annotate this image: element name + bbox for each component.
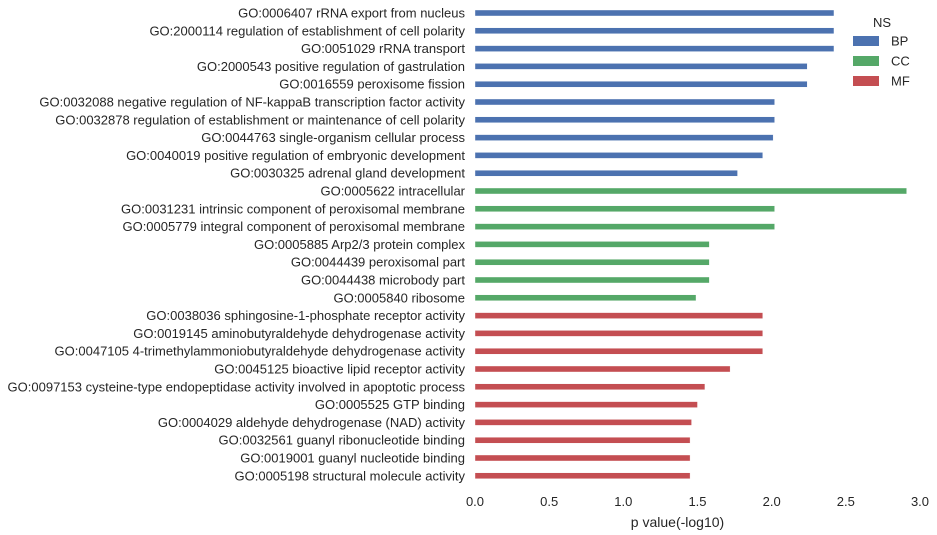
category-label: GO:0005198 structural molecule activity (235, 468, 466, 483)
legend-swatch-cc (853, 56, 879, 66)
category-label: GO:0030325 adrenal gland development (230, 166, 465, 181)
x-tick-label: 0.5 (540, 494, 558, 509)
bars-layer (474, 9, 907, 479)
bar-cc (474, 259, 710, 266)
category-label: GO:0044439 peroxisomal part (291, 255, 466, 270)
bar-bp (474, 98, 775, 106)
bar-mf (474, 419, 692, 426)
x-tick-label: 1.0 (614, 494, 632, 509)
category-label: GO:0051029 rRNA transport (301, 41, 465, 56)
category-label: GO:0045125 bioactive lipid receptor acti… (214, 362, 465, 377)
x-tick-label: 0.0 (466, 494, 484, 509)
bar-bp (474, 63, 808, 70)
legend-title: NS (873, 15, 891, 30)
legend: NS BP CC MF (853, 15, 910, 89)
category-label: GO:0005525 GTP binding (315, 397, 465, 412)
bar-bp (474, 80, 808, 88)
category-label: GO:0032878 regulation of establishment o… (55, 112, 465, 127)
legend-swatch-mf (853, 76, 879, 86)
bar-cc (474, 241, 710, 248)
category-label: GO:0031231 intrinsic component of peroxi… (121, 201, 465, 216)
legend-label-mf: MF (891, 74, 910, 89)
bar-bp (474, 45, 835, 52)
x-tick-label: 3.0 (911, 494, 929, 509)
category-label: GO:0005885 Arp2/3 protein complex (254, 237, 466, 252)
category-label: GO:0005840 ribosome (333, 290, 465, 305)
bar-mf (474, 348, 763, 355)
category-label: GO:0044438 microbody part (301, 273, 465, 288)
category-label: GO:0097153 cysteine-type endopeptidase a… (8, 379, 466, 394)
bar-bp (474, 169, 738, 177)
bar-cc (474, 276, 710, 284)
bar-mf (474, 312, 763, 319)
bar-bp (474, 116, 775, 124)
category-label: GO:0016559 peroxisome fission (279, 77, 465, 92)
category-label: GO:0040019 positive regulation of embryo… (126, 148, 465, 163)
category-label: GO:0019145 aminobutyraldehyde dehydrogen… (133, 326, 465, 341)
bar-bp (474, 9, 835, 17)
bar-mf (474, 437, 691, 444)
category-label: GO:0005622 intracellular (320, 184, 465, 199)
category-label: GO:0032088 negative regulation of NF-kap… (39, 95, 465, 110)
bar-cc (474, 294, 697, 301)
bar-bp (474, 27, 835, 34)
x-tick-label: 1.5 (688, 494, 706, 509)
category-label: GO:0006407 rRNA export from nucleus (238, 6, 465, 21)
category-label: GO:0047105 4-trimethylammoniobutyraldehy… (55, 344, 466, 359)
x-tick-label: 2.0 (763, 494, 781, 509)
bar-mf (474, 472, 691, 479)
legend-swatch-bp (853, 36, 879, 46)
category-label: GO:2000114 regulation of establishment o… (149, 23, 465, 38)
bar-mf (474, 454, 691, 462)
category-label: GO:0032561 guanyl ribonucleotide binding (219, 433, 465, 448)
bar-cc (474, 187, 907, 195)
bar-cc (474, 223, 775, 230)
category-label: GO:0004029 aldehyde dehydrogenase (NAD) … (158, 415, 466, 430)
bar-mf (474, 365, 731, 373)
category-label: GO:0019001 guanyl nucleotide binding (240, 451, 465, 466)
category-label: GO:2000543 positive regulation of gastru… (197, 59, 465, 74)
category-labels-layer: GO:0006407 rRNA export from nucleus GO:20… (8, 6, 466, 484)
bar-mf (474, 401, 698, 408)
category-label: GO:0005779 integral component of peroxis… (122, 219, 465, 234)
x-axis-title: p value(-log10) (631, 514, 724, 530)
legend-label-bp: BP (891, 34, 908, 49)
category-label: GO:0044763 single-organism cellular proc… (201, 130, 465, 145)
category-label: GO:0038036 sphingosine-1-phosphate recep… (146, 308, 465, 323)
bar-bp (474, 134, 774, 141)
x-tick-label: 2.5 (837, 494, 855, 509)
x-tick-labels-layer: 0.0 0.5 1.0 1.5 2.0 2.5 3.0 (466, 494, 929, 509)
legend-label-cc: CC (891, 54, 910, 69)
bar-cc (474, 205, 775, 213)
bar-mf (474, 383, 706, 390)
bar-bp (474, 152, 763, 159)
bar-mf (474, 330, 763, 337)
